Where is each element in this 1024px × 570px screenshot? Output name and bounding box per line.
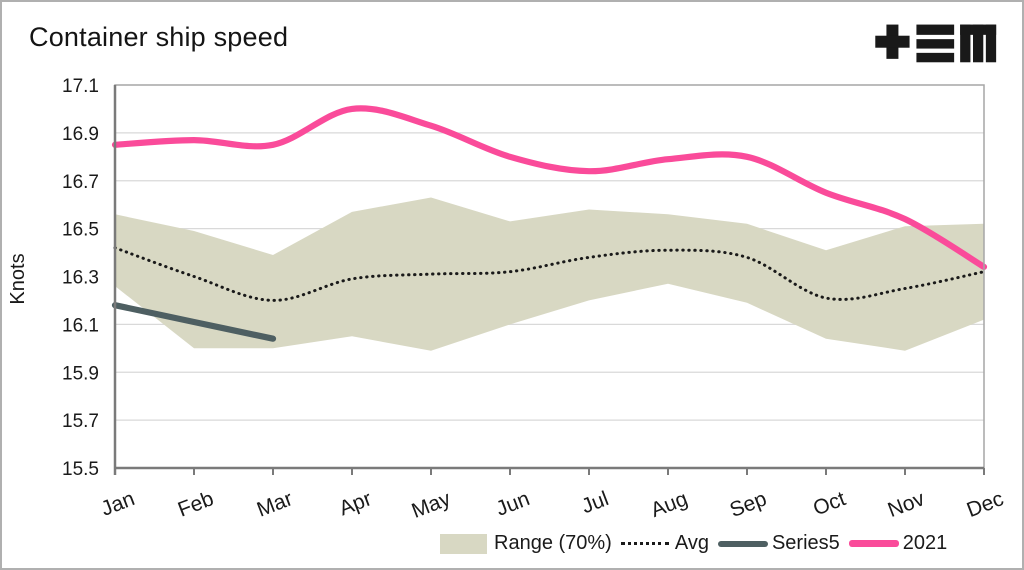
x-tick-label: May [408, 487, 454, 523]
legend-swatch-2021 [848, 540, 899, 547]
page-title: Container ship speed [29, 22, 289, 52]
x-tick-label: Dec [964, 487, 1007, 522]
x-tick-label: Jul [578, 487, 611, 518]
legend-swatch-series5 [717, 540, 768, 547]
y-tick-label: 15.9 [62, 363, 99, 384]
x-tick-label: Aug [648, 487, 691, 522]
legend-label-avg: Avg [674, 532, 709, 554]
x-tick-label: Mar [254, 487, 296, 521]
chart-legend: Range (70%) Avg Series5 2021 [440, 532, 956, 555]
legend-swatch-range [440, 533, 487, 554]
legend-item-2021: 2021 [848, 532, 948, 555]
x-tick-label: Nov [885, 487, 929, 522]
x-tick-label: Feb [175, 487, 217, 521]
x-tick-label: Jun [493, 487, 533, 521]
legend-label-series5: Series5 [771, 532, 840, 554]
legend-item-avg: Avg [620, 532, 709, 555]
x-tick-label: Sep [727, 487, 770, 522]
legend-item-series5: Series5 [717, 532, 840, 555]
legend-label-range: Range (70%) [494, 532, 612, 554]
y-tick-label: 16.7 [62, 172, 99, 193]
x-tick-label: Oct [810, 487, 849, 520]
y-axis-title: Knots [7, 253, 29, 304]
series-series5 [111, 302, 277, 342]
y-tick-label: 17.1 [62, 76, 99, 97]
y-tick-label: 16.1 [62, 315, 99, 336]
legend-label-2021: 2021 [902, 532, 948, 554]
series-avg [113, 246, 986, 302]
legend-item-range: Range (70%) [440, 532, 612, 555]
x-tick-label: Apr [336, 487, 375, 520]
legend-swatch-avg [620, 542, 669, 545]
tem-logo-mark [875, 24, 997, 63]
y-tick-label: 16.9 [62, 124, 99, 145]
tem-logo [875, 24, 997, 63]
y-tick-label: 16.3 [62, 268, 99, 289]
x-tick-label: Jan [98, 487, 138, 521]
y-tick-label: 15.7 [62, 411, 99, 432]
series-2021 [111, 105, 988, 270]
y-tick-label: 16.5 [62, 220, 99, 241]
y-tick-label: 15.5 [62, 459, 99, 480]
range-band [115, 197, 984, 351]
